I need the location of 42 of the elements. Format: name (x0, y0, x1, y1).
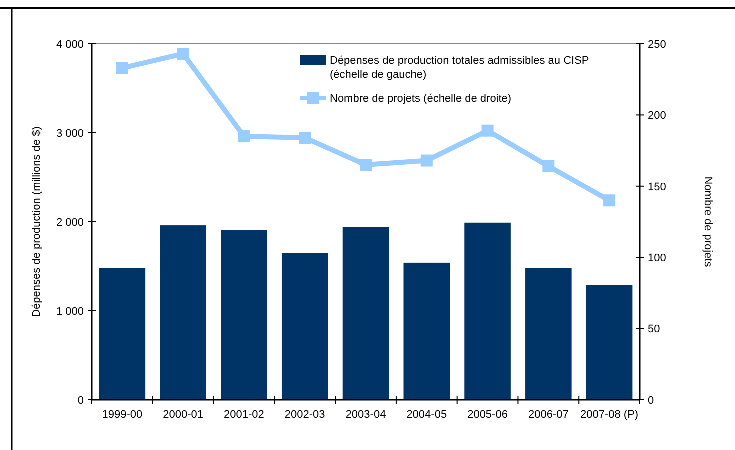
legend-label: Nombre de projets (échelle de droite) (330, 92, 512, 105)
bar (464, 222, 511, 400)
x-tick-label: 2000-01 (163, 409, 204, 421)
y2-tick-label: 100 (648, 252, 666, 264)
y2-axis-title: Nombre de projets (702, 176, 714, 268)
y-tick-label: 1 000 (56, 306, 84, 318)
x-tick-label: 1999-00 (102, 409, 143, 421)
x-tick-label: 2001-02 (224, 409, 264, 421)
y-tick-label: 2 000 (56, 216, 84, 229)
bar (404, 262, 450, 400)
point (238, 130, 250, 143)
point (420, 154, 433, 167)
bar (160, 226, 206, 400)
y-axis-title: Dépenses de production (millions de $) (31, 126, 43, 318)
point (542, 160, 555, 172)
y2-tick-label: 150 (648, 181, 666, 194)
bar (342, 227, 390, 400)
x-tick-label: 2007-08 (P) (580, 409, 639, 421)
legend-label: Dépenses de production totales admissibles au CISP (échelle de gauche) (330, 54, 590, 82)
bar (282, 253, 328, 400)
y2-tick-label: 250 (648, 38, 666, 51)
point (116, 62, 128, 74)
y-tick-label: 4 000 (56, 38, 84, 51)
point (360, 159, 372, 172)
bar (99, 268, 146, 400)
point (604, 194, 616, 207)
x-tick-label: 2006-07 (528, 409, 569, 421)
point (177, 48, 190, 60)
x-tick-label: 2003-04 (346, 409, 386, 421)
point (482, 124, 494, 137)
bar (526, 268, 572, 400)
x-tick-label: 2002-03 (284, 409, 326, 421)
y2-tick-label: 0 (648, 394, 654, 407)
point (299, 132, 312, 144)
x-tick-label: 2005-06 (468, 409, 508, 421)
y2-tick-label: 50 (648, 324, 660, 336)
x-tick-label: 2004-05 (406, 409, 448, 421)
y-tick-label: 0 (78, 394, 84, 407)
bar (221, 230, 268, 400)
y2-tick-label: 200 (648, 110, 666, 122)
bar (586, 285, 633, 400)
y-tick-label: 3 000 (56, 128, 84, 140)
